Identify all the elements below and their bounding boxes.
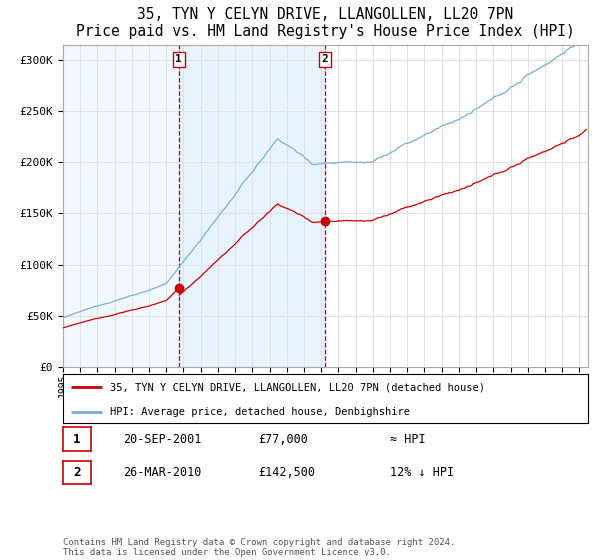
Text: 12% ↓ HPI: 12% ↓ HPI [390,466,454,479]
Bar [63,45,179,367]
Text: £77,000: £77,000 [258,432,308,446]
Title: 35, TYN Y CELYN DRIVE, LLANGOLLEN, LL20 7PN
Price paid vs. HM Land Registry's Ho: 35, TYN Y CELYN DRIVE, LLANGOLLEN, LL20 … [76,7,575,39]
Bar [179,45,325,367]
Text: 26-MAR-2010: 26-MAR-2010 [123,466,202,479]
Text: ≈ HPI: ≈ HPI [390,432,425,446]
Text: 35, TYN Y CELYN DRIVE, LLANGOLLEN, LL20 7PN (detached house): 35, TYN Y CELYN DRIVE, LLANGOLLEN, LL20 … [110,382,485,393]
Text: £142,500: £142,500 [258,466,315,479]
Text: 20-SEP-2001: 20-SEP-2001 [123,432,202,446]
Text: HPI: Average price, detached house, Denbighshire: HPI: Average price, detached house, Denb… [110,407,410,417]
Text: Contains HM Land Registry data © Crown copyright and database right 2024.
This d: Contains HM Land Registry data © Crown c… [63,538,455,557]
Text: 2: 2 [322,54,329,64]
Text: 1: 1 [73,432,80,446]
Text: 2: 2 [73,466,80,479]
Text: 1: 1 [175,54,182,64]
